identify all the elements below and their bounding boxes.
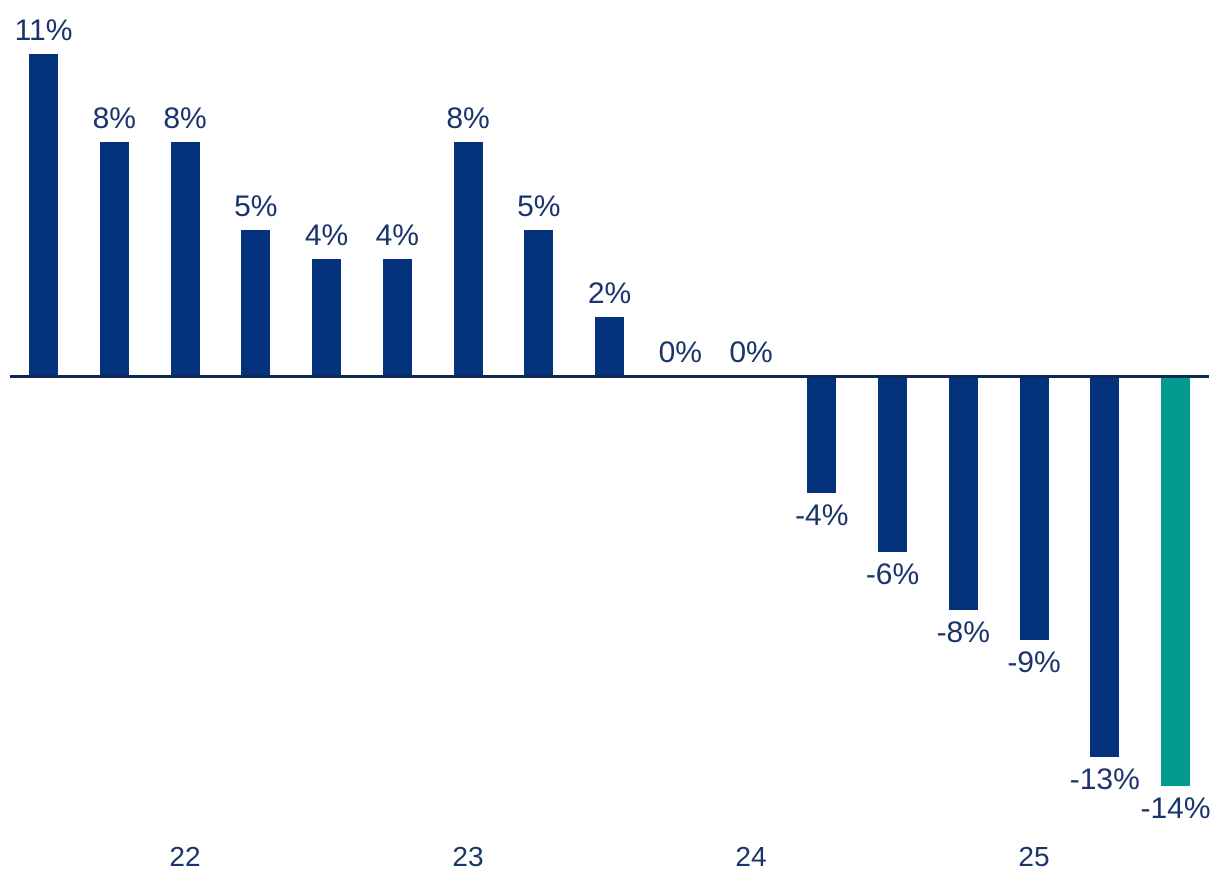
bar-value-label: 5% <box>234 189 278 223</box>
bar <box>99 141 129 376</box>
bar-value-label: 0% <box>658 336 702 369</box>
bar-value-label: -8% <box>936 616 990 650</box>
bar <box>241 229 271 376</box>
x-axis-label: 23 <box>452 841 484 872</box>
bar-value-label: 8% <box>92 101 136 135</box>
x-axis-label: 25 <box>1018 841 1050 872</box>
bar <box>29 53 58 376</box>
bar-value-label: -14% <box>1140 792 1211 826</box>
x-axis-label: 22 <box>169 841 201 872</box>
bar-value-label: -9% <box>1007 645 1061 679</box>
bar <box>948 376 978 611</box>
bar-value-label: 5% <box>517 189 561 223</box>
bar-value-label: 8% <box>163 101 207 135</box>
x-axis-line <box>10 374 1209 378</box>
bar-value-label: -6% <box>865 557 920 591</box>
bar-value-label: 0% <box>729 336 773 369</box>
bar <box>170 141 200 376</box>
bar-value-label: -4% <box>795 499 849 533</box>
bar <box>1161 376 1190 787</box>
bar <box>1090 376 1120 757</box>
bar-value-label: 4% <box>304 218 349 252</box>
x-axis-label: 24 <box>735 841 767 872</box>
bar <box>878 376 907 552</box>
bar-value-label: 2% <box>587 277 632 311</box>
bar-value-label: 8% <box>446 101 490 135</box>
bar <box>595 317 624 376</box>
bar-value-label: -13% <box>1069 762 1140 796</box>
bar <box>382 258 412 376</box>
bar-value-label: 4% <box>375 218 419 252</box>
bar <box>807 376 837 494</box>
bar <box>1019 376 1049 640</box>
bar <box>312 258 341 376</box>
bar-value-label: 11% <box>14 13 73 47</box>
bar <box>453 141 483 376</box>
bar <box>524 229 554 376</box>
